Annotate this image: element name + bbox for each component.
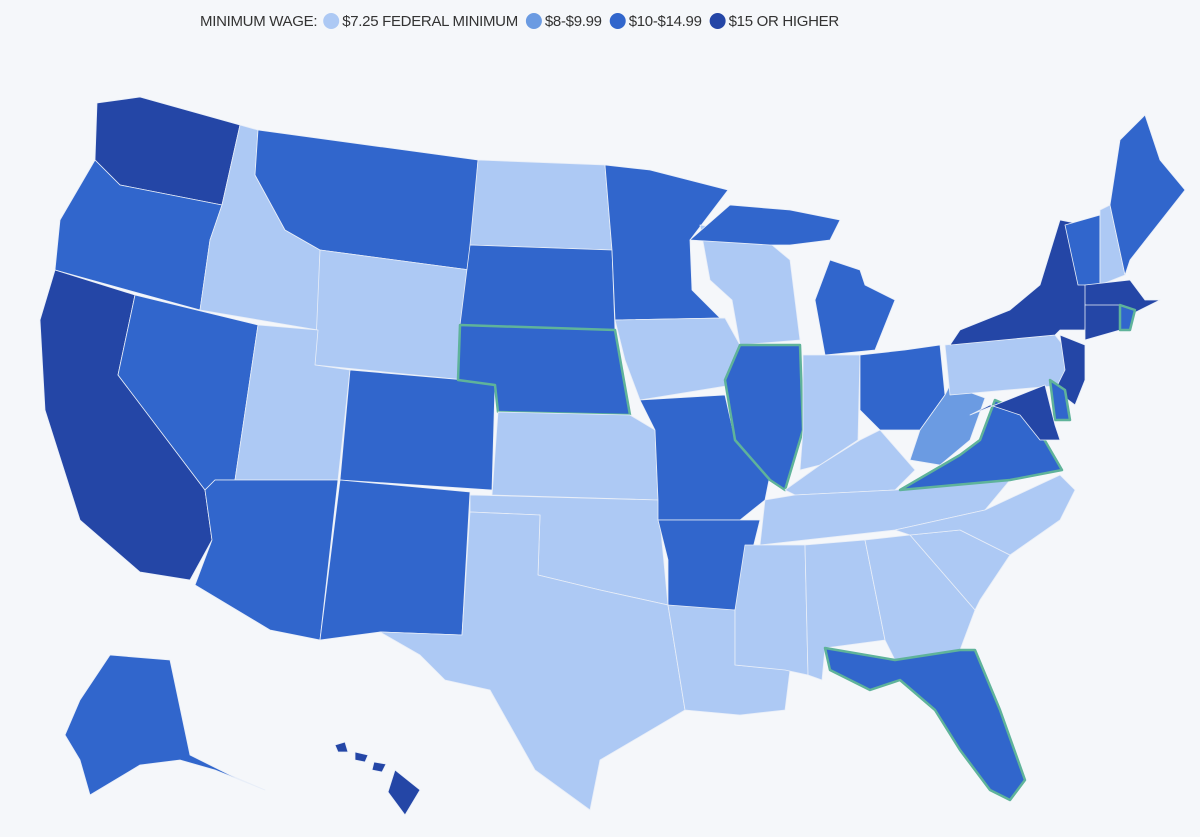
state-region [339, 369, 496, 491]
state-region [1048, 378, 1072, 422]
legend-swatch [525, 13, 542, 29]
legend-swatch [709, 13, 726, 29]
state-region [459, 244, 616, 331]
state-region [319, 479, 471, 641]
state-region [314, 249, 471, 381]
state-region [734, 544, 809, 676]
states [39, 96, 1186, 816]
state-region [814, 259, 896, 356]
state-region [334, 741, 421, 816]
state-region [689, 204, 841, 246]
state-region [1118, 303, 1137, 332]
state-region [969, 384, 1061, 441]
legend-label: $7.25 FEDERAL MINIMUM [342, 13, 518, 30]
legend-swatch [609, 13, 626, 29]
state-region [64, 654, 266, 796]
legend-label: $10-$14.99 [629, 13, 702, 30]
state-region [379, 511, 686, 811]
state-region [823, 646, 1027, 802]
state-region [491, 411, 659, 501]
state-region [723, 343, 805, 492]
state-region [894, 474, 1076, 556]
state-region [604, 164, 729, 321]
state-region [909, 384, 986, 466]
state-region [194, 479, 339, 641]
legend-label: $15 OR HIGHER [729, 13, 840, 30]
legend-title: MINIMUM WAGE: [200, 13, 317, 30]
state-region [759, 479, 1011, 546]
legend: MINIMUM WAGE: $7.25 FEDERAL MINIMUM $8-$9… [200, 13, 840, 30]
state-region [469, 159, 613, 251]
state-region [1109, 114, 1186, 276]
legend-swatch [323, 13, 340, 29]
legend-label: $8-$9.99 [545, 13, 602, 30]
